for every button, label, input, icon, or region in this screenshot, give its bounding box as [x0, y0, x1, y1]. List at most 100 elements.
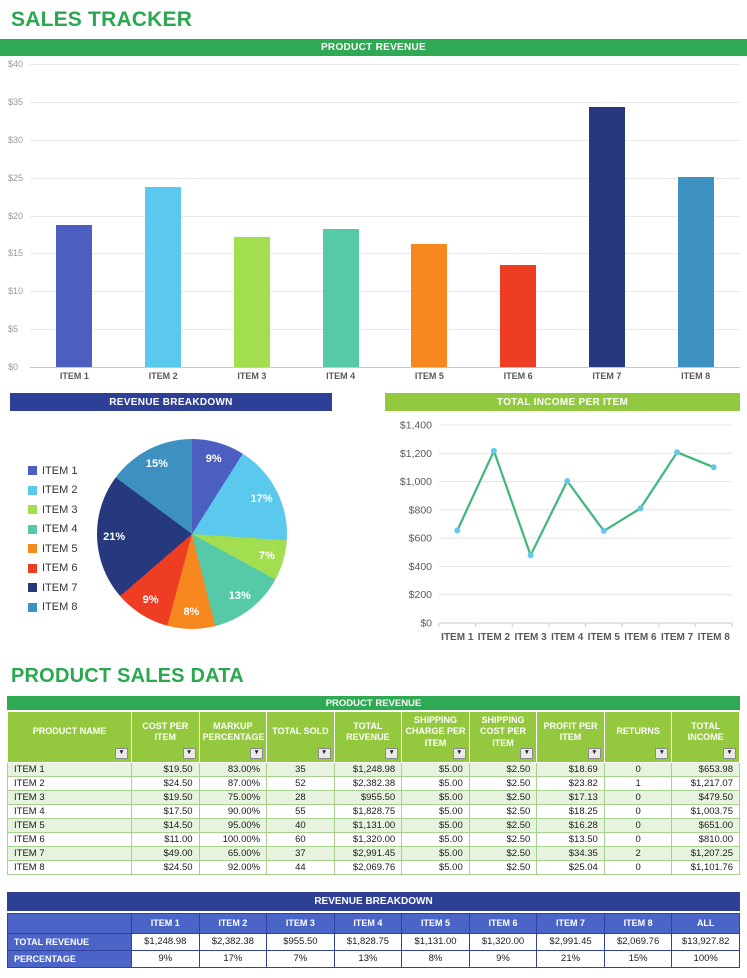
table-cell[interactable]: 75.00% [198, 789, 268, 805]
table-cell[interactable]: ITEM 2 [7, 775, 132, 791]
table-cell[interactable]: $17.50 [131, 803, 200, 819]
table-cell[interactable]: $1,131.00 [401, 932, 470, 951]
table-cell[interactable]: 40 [266, 817, 335, 833]
table-cell[interactable]: $955.50 [266, 932, 335, 951]
table-cell[interactable]: $1,217.07 [671, 775, 740, 791]
table-cell[interactable]: 55 [266, 803, 335, 819]
table-cell[interactable]: $5.00 [401, 817, 470, 833]
table-cell[interactable]: 100% [671, 949, 740, 968]
table-cell[interactable]: 95.00% [198, 817, 268, 833]
table-cell[interactable]: 2 [603, 845, 673, 861]
table-cell[interactable]: 37 [266, 845, 335, 861]
table-cell[interactable]: $2.50 [468, 789, 538, 805]
filter-dropdown-button[interactable]: ▼ [655, 747, 669, 759]
filter-dropdown-button[interactable]: ▼ [115, 747, 128, 759]
table-cell[interactable]: $1,101.76 [671, 859, 740, 875]
table-cell[interactable]: 0 [603, 803, 673, 819]
table-cell[interactable]: $5.00 [401, 761, 470, 777]
table-cell[interactable]: $25.04 [536, 859, 605, 875]
table-cell[interactable]: $49.00 [131, 845, 200, 861]
table-cell[interactable]: $1,320.00 [333, 831, 403, 847]
filter-dropdown-button[interactable]: ▼ [317, 747, 331, 759]
table-cell[interactable]: 65.00% [198, 845, 268, 861]
table-cell[interactable]: $1,828.75 [333, 803, 403, 819]
table-cell[interactable]: 21% [536, 949, 605, 968]
filter-dropdown-button[interactable]: ▼ [182, 747, 196, 759]
table-cell[interactable]: 35 [266, 761, 335, 777]
table-cell[interactable]: $1,320.00 [468, 932, 538, 951]
table-cell[interactable]: $653.98 [671, 761, 740, 777]
table-cell[interactable]: 0 [603, 859, 673, 875]
table-cell[interactable]: $19.50 [131, 761, 200, 777]
table-cell[interactable]: $1,003.75 [671, 803, 740, 819]
filter-dropdown-button[interactable]: ▼ [250, 747, 264, 759]
table-cell[interactable]: 0 [603, 831, 673, 847]
table-cell[interactable]: ITEM 4 [7, 803, 132, 819]
table-cell[interactable]: $651.00 [671, 817, 740, 833]
table-cell[interactable]: $1,828.75 [333, 932, 403, 951]
table-cell[interactable]: 52 [266, 775, 335, 791]
table-cell[interactable]: $1,248.98 [131, 932, 200, 951]
table-cell[interactable]: $16.28 [536, 817, 605, 833]
table-cell[interactable]: $2.50 [468, 845, 538, 861]
table-cell[interactable]: $14.50 [131, 817, 200, 833]
table-cell[interactable]: $1,248.98 [333, 761, 403, 777]
table-cell[interactable]: $479.50 [671, 789, 740, 805]
table-cell[interactable]: $2.50 [468, 859, 538, 875]
table-cell[interactable]: 1 [603, 775, 673, 791]
table-cell[interactable]: $34.35 [536, 845, 605, 861]
filter-dropdown-button[interactable]: ▼ [452, 747, 466, 759]
table-cell[interactable]: $13,927.82 [671, 932, 740, 951]
table-cell[interactable]: $1,131.00 [333, 817, 403, 833]
table-cell[interactable]: $2.50 [468, 831, 538, 847]
table-cell[interactable]: $11.00 [131, 831, 200, 847]
table-cell[interactable]: $18.25 [536, 803, 605, 819]
filter-dropdown-button[interactable]: ▼ [587, 747, 601, 759]
table-cell[interactable]: ITEM 7 [7, 845, 132, 861]
table-cell[interactable]: 0 [603, 817, 673, 833]
table-cell[interactable]: 83.00% [198, 761, 268, 777]
table-cell[interactable]: $2.50 [468, 775, 538, 791]
table-cell[interactable]: $5.00 [401, 831, 470, 847]
table-cell[interactable]: ITEM 6 [7, 831, 132, 847]
table-cell[interactable]: $2.50 [468, 761, 538, 777]
table-cell[interactable]: $24.50 [131, 859, 200, 875]
table-cell[interactable]: 92.00% [198, 859, 268, 875]
table-cell[interactable]: ITEM 1 [7, 761, 132, 777]
table-cell[interactable]: 7% [266, 949, 335, 968]
table-cell[interactable]: $810.00 [671, 831, 740, 847]
table-cell[interactable]: $13.50 [536, 831, 605, 847]
filter-dropdown-button[interactable]: ▼ [385, 747, 399, 759]
table-cell[interactable]: $2,991.45 [536, 932, 605, 951]
table-cell[interactable]: $19.50 [131, 789, 200, 805]
table-cell[interactable]: 17% [198, 949, 268, 968]
table-cell[interactable]: $5.00 [401, 789, 470, 805]
table-cell[interactable]: 0 [603, 761, 673, 777]
table-cell[interactable]: $2,382.38 [198, 932, 268, 951]
table-cell[interactable]: 100.00% [198, 831, 268, 847]
table-cell[interactable]: ITEM 3 [7, 789, 132, 805]
filter-dropdown-button[interactable]: ▼ [723, 747, 736, 759]
table-cell[interactable]: $5.00 [401, 845, 470, 861]
table-cell[interactable]: $5.00 [401, 803, 470, 819]
table-cell[interactable]: $24.50 [131, 775, 200, 791]
table-cell[interactable]: $5.00 [401, 859, 470, 875]
table-cell[interactable]: 60 [266, 831, 335, 847]
table-cell[interactable]: $1,207.25 [671, 845, 740, 861]
table-cell[interactable]: 8% [401, 949, 470, 968]
filter-dropdown-button[interactable]: ▼ [520, 747, 534, 759]
table-cell[interactable]: $2,069.76 [603, 932, 673, 951]
table-cell[interactable]: 28 [266, 789, 335, 805]
table-cell[interactable]: 9% [131, 949, 200, 968]
table-cell[interactable]: ITEM 5 [7, 817, 132, 833]
table-cell[interactable]: 90.00% [198, 803, 268, 819]
table-cell[interactable]: $955.50 [333, 789, 403, 805]
table-cell[interactable]: $2,382.38 [333, 775, 403, 791]
table-cell[interactable]: $18.69 [536, 761, 605, 777]
table-cell[interactable]: $23.82 [536, 775, 605, 791]
table-cell[interactable]: 87.00% [198, 775, 268, 791]
table-cell[interactable]: 44 [266, 859, 335, 875]
table-cell[interactable]: 0 [603, 789, 673, 805]
table-cell[interactable]: $2.50 [468, 803, 538, 819]
table-cell[interactable]: 9% [468, 949, 538, 968]
